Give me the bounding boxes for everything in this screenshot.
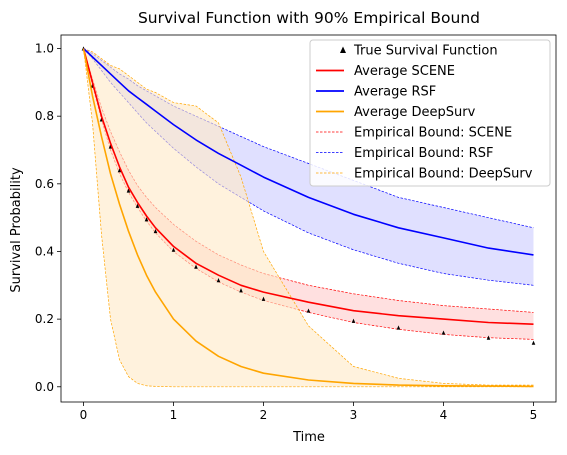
x-tick-label: 0 <box>80 408 88 422</box>
series-line-1 <box>82 48 534 325</box>
legend: True Survival Function Average SCENE Avera… <box>309 39 551 187</box>
legend-box <box>309 39 551 187</box>
marker-point <box>194 264 198 269</box>
legend-label: Empirical Bound: DeepSurv <box>354 167 533 182</box>
band-upper-1 <box>83 48 534 229</box>
series-0 <box>81 46 536 345</box>
x-tick-label: 1 <box>170 408 178 422</box>
x-tick-label: 4 <box>440 408 448 422</box>
y-tick-label: 0.2 <box>35 312 54 326</box>
legend-label: Average SCENE <box>354 64 455 79</box>
axes: 0 1 2 3 4 5 0.0 0.2 0.4 0.6 0.8 1.0 <box>35 34 557 422</box>
marker-point <box>261 296 266 301</box>
marker-point <box>135 203 140 208</box>
band-upper-2 <box>83 48 534 386</box>
band-upper-0 <box>83 48 534 313</box>
marker-point <box>117 168 122 173</box>
marker-point <box>396 325 401 330</box>
legend-item: Empirical Bound: SCENE <box>316 126 512 141</box>
y-tick-label: 0.8 <box>35 109 54 123</box>
marker-point <box>306 308 311 313</box>
y-tick-label: 0.4 <box>35 244 54 258</box>
legend-label: Average RSF <box>354 85 436 100</box>
legend-item: True Survival Function <box>340 44 498 59</box>
marker-point <box>441 330 446 335</box>
marker-point <box>153 228 158 234</box>
series-line-2 <box>82 47 534 256</box>
marker-point <box>486 335 491 340</box>
legend-label: Empirical Bound: SCENE <box>354 126 512 141</box>
marker-point <box>171 247 176 252</box>
marker-point <box>216 278 221 283</box>
y-tick-label: 1.0 <box>35 42 54 56</box>
y-axis-label: Survival Probability <box>9 167 24 293</box>
plot-area <box>81 46 536 388</box>
legend-item: Average DeepSurv <box>316 105 476 120</box>
band-fill-1 <box>83 48 534 286</box>
marker-point <box>531 340 536 345</box>
legend-item: Average SCENE <box>316 64 455 79</box>
plot-frame <box>60 34 557 403</box>
band-fill-2 <box>83 48 534 387</box>
x-tick-label: 5 <box>530 408 538 422</box>
y-tick-label: 0.6 <box>35 177 54 191</box>
x-axis-label: Time <box>292 430 325 445</box>
band-lower-2 <box>83 48 534 388</box>
legend-marker-icon <box>340 46 346 53</box>
marker-point <box>239 288 243 293</box>
legend-label: Empirical Bound: RSF <box>354 146 493 161</box>
marker-point <box>351 318 356 323</box>
legend-item: Average RSF <box>316 85 436 100</box>
legend-item: Empirical Bound: RSF <box>316 146 493 161</box>
series-line-3 <box>82 48 534 388</box>
x-tick-label: 2 <box>260 408 268 422</box>
legend-item: Empirical Bound: DeepSurv <box>316 167 533 182</box>
legend-label: True Survival Function <box>353 44 498 59</box>
y-tick-label: 0.0 <box>35 380 54 394</box>
chart-title: Survival Function with 90% Empirical Bou… <box>138 9 480 27</box>
legend-label: Average DeepSurv <box>354 105 476 120</box>
x-tick-label: 3 <box>350 408 358 422</box>
marker-point <box>126 188 131 193</box>
marker-point <box>144 217 149 222</box>
